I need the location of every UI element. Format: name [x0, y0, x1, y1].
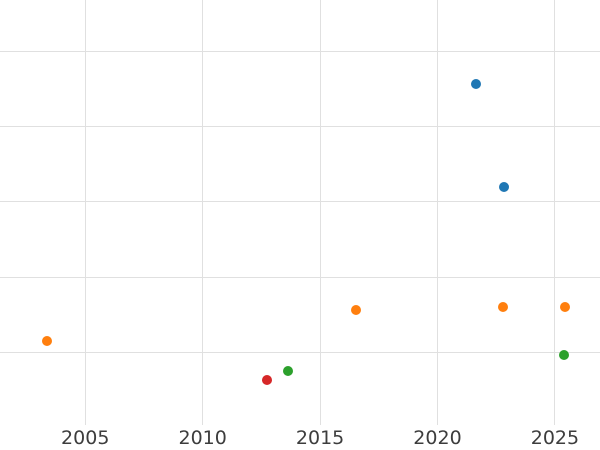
data-point-orange — [41, 335, 52, 346]
plot-area — [0, 0, 600, 425]
x-gridline — [202, 0, 204, 425]
y-gridline — [0, 126, 600, 128]
data-point-orange — [560, 301, 570, 312]
y-gridline — [0, 276, 600, 278]
x-tick-label: 2005 — [61, 427, 110, 449]
y-gridline — [0, 201, 600, 203]
data-point-blue — [470, 79, 481, 90]
y-gridline — [0, 50, 600, 52]
x-tick-label: 2015 — [295, 427, 345, 449]
data-point-blue — [498, 181, 509, 192]
x-gridline — [319, 0, 321, 425]
x-tick-label: 2010 — [178, 427, 227, 449]
data-point-orange — [350, 305, 361, 316]
x-tick-label: 2020 — [413, 427, 462, 449]
x-axis: 2005 2010 2015 2020 2025 — [0, 425, 600, 450]
x-tick-label: 2025 — [530, 427, 580, 449]
data-point-red — [262, 374, 273, 385]
x-gridline — [84, 0, 86, 425]
data-point-green — [559, 349, 570, 360]
x-gridline — [436, 0, 438, 425]
x-gridline — [554, 0, 556, 425]
y-gridline — [0, 352, 600, 354]
data-point-orange — [498, 302, 509, 313]
data-point-green — [282, 366, 293, 377]
